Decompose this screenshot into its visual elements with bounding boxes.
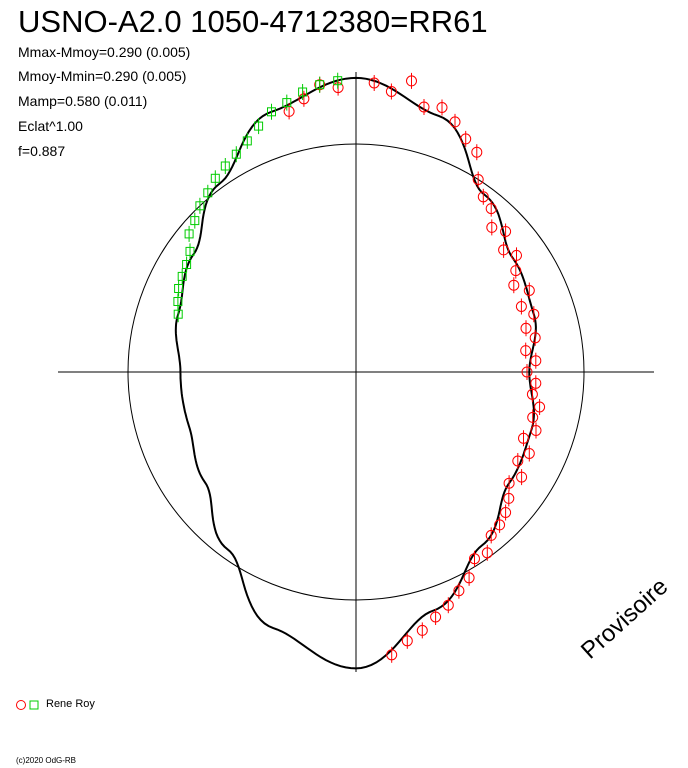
observation-points [173, 72, 546, 663]
legend-square-marker [29, 700, 39, 710]
stat-frequency: f=0.887 [18, 143, 66, 159]
stat-mmax-mmoy: Mmax-Mmoy=0.290 (0.005) [18, 44, 191, 60]
legend-label: Rene Roy [46, 698, 95, 710]
stat-mamp: Mamp=0.580 (0.011) [18, 93, 148, 109]
legend-markers [16, 700, 39, 710]
reference-circle [127, 143, 585, 601]
chart-title: USNO-A2.0 1050-4712380=RR61 [18, 4, 488, 39]
stat-mmoy-mmin: Mmoy-Mmin=0.290 (0.005) [18, 68, 187, 84]
watermark-text: Provisoire [576, 573, 673, 664]
stat-eclat: Eclat^1.00 [18, 118, 83, 134]
chart-axes [58, 72, 654, 672]
copyright-text: (c)2020 OdG-RB [16, 756, 77, 765]
legend-circle-marker [16, 700, 26, 710]
fitted-curve [174, 76, 537, 670]
